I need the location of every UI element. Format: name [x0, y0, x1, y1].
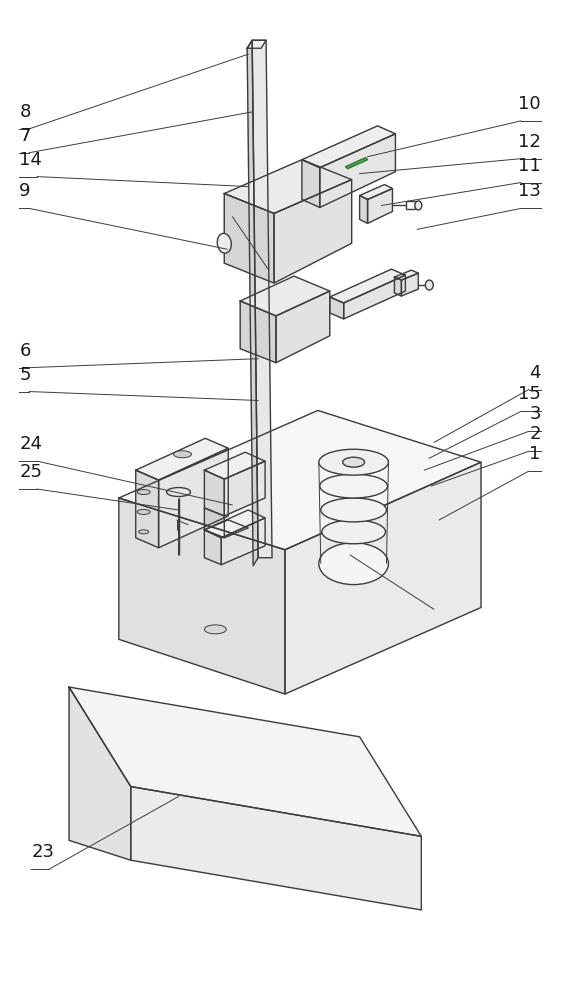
Ellipse shape: [137, 509, 150, 514]
Ellipse shape: [173, 451, 191, 458]
Text: 25: 25: [19, 463, 42, 481]
Polygon shape: [302, 126, 395, 168]
Polygon shape: [119, 498, 285, 694]
Ellipse shape: [321, 498, 386, 522]
Ellipse shape: [204, 625, 226, 634]
Text: 11: 11: [518, 157, 540, 175]
Polygon shape: [131, 787, 421, 910]
Text: 1: 1: [529, 445, 540, 463]
Text: 14: 14: [19, 151, 42, 169]
Polygon shape: [360, 196, 368, 223]
Ellipse shape: [322, 520, 386, 544]
Polygon shape: [159, 448, 228, 548]
Polygon shape: [136, 438, 228, 480]
Text: 15: 15: [518, 385, 540, 403]
Text: 8: 8: [19, 103, 30, 121]
Ellipse shape: [320, 474, 387, 498]
Ellipse shape: [319, 449, 388, 475]
Polygon shape: [221, 518, 265, 565]
Polygon shape: [274, 180, 352, 283]
Text: 24: 24: [19, 435, 42, 453]
Polygon shape: [343, 275, 405, 319]
Polygon shape: [69, 687, 131, 860]
Text: 13: 13: [518, 182, 540, 200]
Polygon shape: [204, 520, 248, 538]
Polygon shape: [247, 40, 258, 566]
Text: 7: 7: [19, 127, 31, 145]
Polygon shape: [276, 291, 330, 363]
Polygon shape: [360, 185, 392, 199]
Polygon shape: [204, 452, 265, 479]
Polygon shape: [320, 134, 395, 207]
Polygon shape: [69, 687, 421, 836]
Text: 23: 23: [31, 843, 54, 861]
Text: 10: 10: [518, 95, 540, 113]
Polygon shape: [204, 508, 224, 538]
Polygon shape: [401, 273, 418, 296]
Polygon shape: [240, 301, 276, 363]
Polygon shape: [285, 462, 481, 694]
Ellipse shape: [343, 457, 365, 467]
Polygon shape: [204, 470, 224, 516]
Polygon shape: [204, 510, 265, 538]
Polygon shape: [240, 276, 330, 316]
Polygon shape: [395, 277, 401, 296]
Ellipse shape: [217, 233, 231, 253]
Ellipse shape: [137, 490, 150, 495]
Text: 2: 2: [529, 425, 540, 443]
Ellipse shape: [425, 280, 434, 290]
Polygon shape: [136, 470, 159, 548]
Text: 3: 3: [529, 405, 540, 423]
Polygon shape: [252, 40, 272, 558]
Polygon shape: [330, 269, 405, 303]
Ellipse shape: [167, 488, 190, 497]
Polygon shape: [368, 189, 392, 223]
Polygon shape: [224, 461, 265, 516]
Polygon shape: [330, 297, 343, 319]
Text: 9: 9: [19, 182, 31, 200]
Ellipse shape: [138, 530, 149, 534]
Text: 4: 4: [529, 364, 540, 382]
Text: 12: 12: [518, 133, 540, 151]
Polygon shape: [224, 194, 274, 283]
Ellipse shape: [415, 201, 422, 210]
Polygon shape: [247, 40, 266, 48]
Polygon shape: [395, 270, 418, 280]
Polygon shape: [346, 158, 368, 169]
Polygon shape: [302, 160, 320, 207]
Text: 5: 5: [19, 366, 31, 384]
Ellipse shape: [319, 543, 388, 585]
Polygon shape: [204, 530, 221, 565]
Polygon shape: [119, 410, 481, 550]
Polygon shape: [224, 160, 352, 213]
Text: 6: 6: [19, 342, 30, 360]
